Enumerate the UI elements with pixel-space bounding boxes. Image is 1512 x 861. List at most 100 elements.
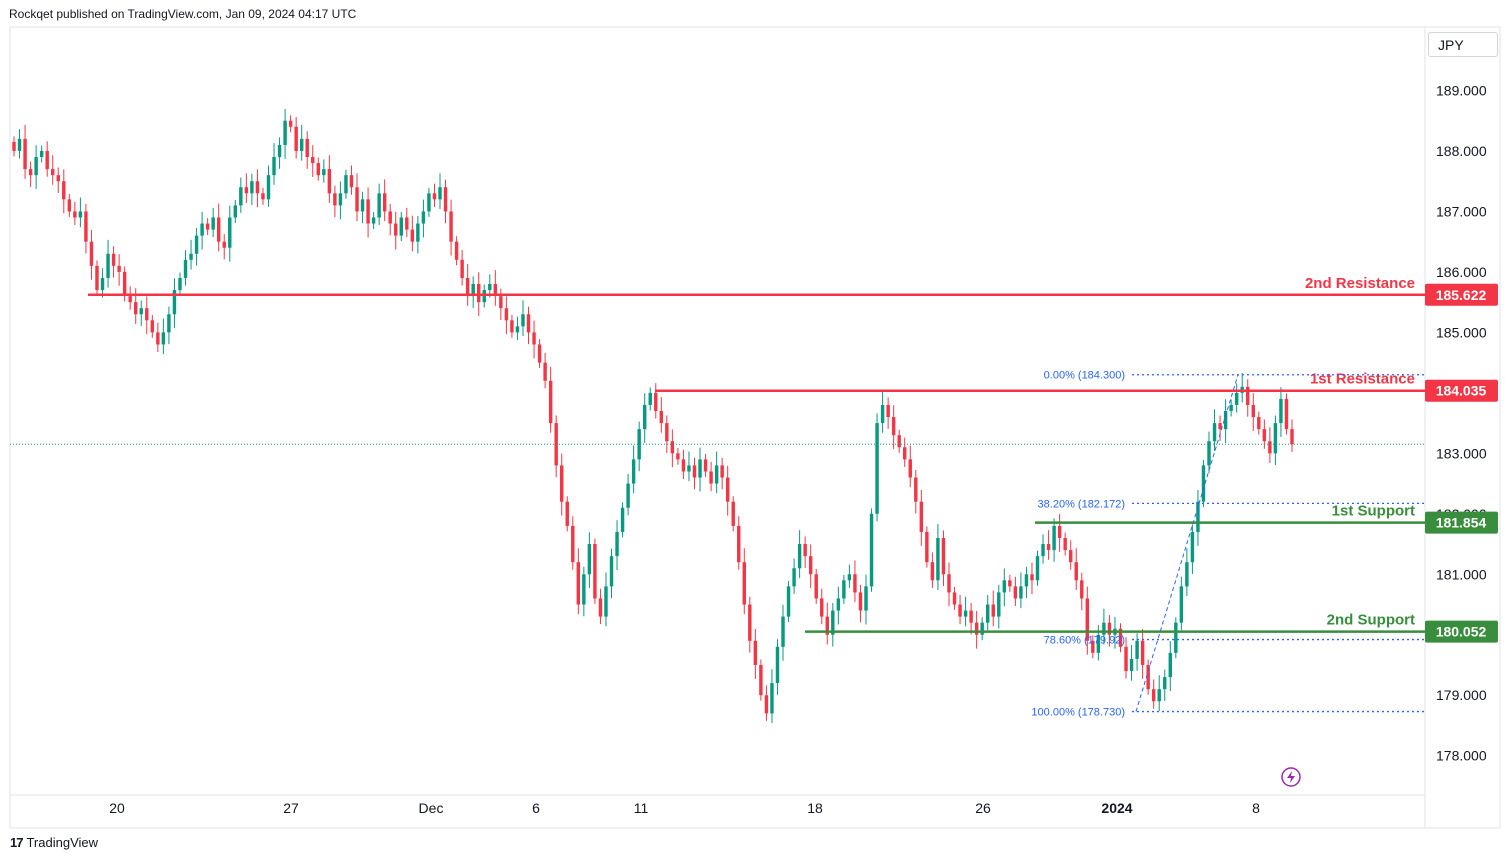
candle-body — [233, 205, 238, 218]
candle-body — [294, 126, 298, 151]
candle-body — [985, 604, 990, 623]
candle-body — [609, 556, 614, 587]
candle-body — [753, 640, 758, 665]
candle-body — [571, 525, 575, 563]
candle-body — [1284, 398, 1289, 430]
candle-body — [416, 223, 420, 242]
candle-body — [200, 223, 204, 236]
candle-body — [471, 284, 475, 297]
candle-body — [1273, 423, 1278, 454]
lightning-icon-ring — [1281, 767, 1301, 787]
candle-body — [510, 320, 514, 333]
x-tick-label: 8 — [1252, 800, 1260, 816]
candle-body — [1118, 628, 1123, 647]
candle-body — [831, 610, 835, 635]
candle-body — [1196, 501, 1200, 532]
candle-body — [388, 211, 392, 224]
candle-body — [150, 320, 155, 333]
candle-body — [858, 592, 863, 611]
x-tick-label: Dec — [419, 800, 444, 816]
candle-body — [1024, 574, 1029, 587]
x-tick-label: 6 — [532, 800, 540, 816]
candle-body — [239, 187, 243, 206]
candle-body — [1190, 531, 1195, 563]
candle-body — [764, 695, 769, 714]
candle-body — [963, 610, 968, 617]
candle-body — [344, 175, 348, 194]
candle-body — [128, 296, 132, 303]
candle-body — [449, 211, 453, 242]
candlestick-series — [12, 108, 1294, 724]
candle-body — [382, 193, 387, 212]
candle-body — [886, 404, 890, 418]
candle-body — [23, 138, 27, 170]
candle-body — [714, 465, 719, 484]
candle-body — [1091, 640, 1095, 653]
y-tick-label: 178.000 — [1436, 748, 1487, 764]
candle-body — [1019, 586, 1023, 599]
candle-body — [477, 284, 481, 303]
fib-level-label: 100.00% (178.730) — [1031, 707, 1125, 719]
candle-body — [17, 138, 22, 151]
plot-frame — [9, 26, 1501, 829]
candle-body — [322, 169, 326, 176]
resistance-price-tag-text: 185.622 — [1436, 287, 1487, 303]
candle-body — [1030, 574, 1034, 581]
candle-body — [288, 120, 293, 127]
candle-body — [692, 465, 697, 478]
candle-body — [559, 465, 564, 502]
candle-body — [925, 531, 929, 563]
candle-body — [62, 181, 66, 200]
candle-body — [67, 199, 72, 212]
candle-body — [499, 296, 503, 309]
publisher-caption: Rockqet published on TradingView.com, Ja… — [9, 7, 357, 21]
candle-body — [1041, 544, 1045, 557]
candle-body — [615, 531, 619, 557]
currency-selector[interactable]: JPY — [1428, 32, 1498, 57]
candle-body — [161, 332, 166, 345]
candle-body — [272, 157, 276, 176]
tradingview-footer[interactable]: 17 TradingView — [10, 835, 98, 850]
candle-body — [277, 144, 282, 158]
candle-body — [394, 223, 398, 236]
candle-body — [1074, 562, 1078, 581]
candle-body — [969, 610, 973, 623]
candle-body — [100, 277, 105, 291]
candle-body — [792, 568, 796, 587]
candle-body — [1207, 441, 1211, 466]
candle-body — [781, 616, 785, 647]
candle-body — [521, 314, 525, 327]
candle-body — [244, 187, 249, 194]
resistance-label: 2nd Resistance — [1305, 275, 1415, 292]
candle-body — [631, 459, 636, 484]
fib-level-label: 0.00% (184.300) — [1044, 370, 1125, 382]
candle-body — [974, 622, 979, 635]
x-tick-label: 2024 — [1101, 800, 1132, 816]
candle-body — [698, 459, 702, 478]
candle-body — [73, 211, 77, 218]
resistance-price-tag — [1425, 283, 1498, 306]
candle-body — [316, 163, 321, 176]
candle-body — [1146, 664, 1150, 690]
support-price-tag-text: 180.052 — [1436, 624, 1487, 640]
candle-body — [266, 175, 271, 200]
candle-body — [515, 326, 520, 333]
candle-body — [709, 471, 713, 484]
candle-body — [482, 290, 486, 303]
candle-body — [1268, 441, 1272, 454]
candle-body — [95, 265, 99, 291]
candle-body — [338, 193, 343, 206]
candle-body — [327, 169, 332, 194]
candle-body — [167, 314, 171, 333]
candle-body — [1179, 586, 1184, 623]
candle-body — [659, 411, 664, 424]
y-tick-label: 189.000 — [1436, 82, 1487, 98]
candle-body — [720, 465, 724, 478]
candle-body — [89, 241, 94, 266]
candle-body — [194, 235, 199, 254]
candle-body — [526, 314, 531, 333]
tradingview-logo-icon: 17 — [10, 835, 24, 850]
candle-body — [853, 574, 857, 593]
candle-body — [997, 592, 1001, 617]
